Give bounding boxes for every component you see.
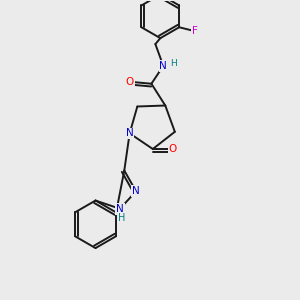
Text: N: N	[132, 186, 140, 196]
Text: H: H	[170, 59, 177, 68]
Text: O: O	[125, 77, 134, 87]
Text: F: F	[192, 26, 198, 36]
Text: O: O	[169, 144, 177, 154]
Text: N: N	[159, 61, 167, 71]
Text: N: N	[116, 204, 124, 214]
Text: H: H	[118, 212, 125, 223]
Text: N: N	[126, 128, 134, 138]
